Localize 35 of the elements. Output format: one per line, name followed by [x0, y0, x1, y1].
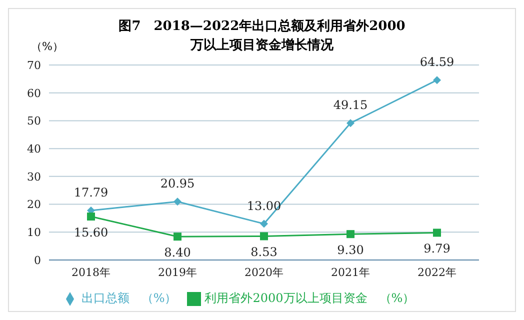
y-tick-label: 10: [27, 226, 41, 240]
data-label: 64.59: [420, 55, 454, 70]
point: [433, 228, 441, 237]
point: [174, 232, 182, 241]
point: [87, 212, 95, 221]
x-tick-label: 2021年: [331, 266, 370, 279]
x-tick-label: 2020年: [244, 266, 284, 279]
data-label: 8.53: [250, 245, 278, 260]
x-tick-label: 2019年: [158, 266, 197, 279]
point: [174, 198, 182, 206]
point: [433, 76, 441, 84]
y-tick-label: 70: [27, 58, 41, 72]
data-label: 49.15: [333, 98, 368, 112]
chart-title: 图7 2018—2022年出口总额及利用省外2000万以上项目资金增长情况: [118, 18, 406, 55]
data-label: 9.79: [424, 242, 450, 256]
point: [346, 230, 354, 238]
point: [260, 232, 268, 240]
data-label: 20.95: [160, 176, 195, 191]
y-axis-title: （%）: [31, 39, 64, 54]
point: [260, 220, 268, 228]
y-tick-label: 30: [27, 170, 41, 184]
y-tick-label: 0: [34, 254, 41, 267]
y-tick-label: 50: [27, 114, 41, 128]
y-tick-label: 20: [27, 198, 41, 212]
y-tick-label: 40: [27, 142, 41, 156]
data-label: 15.60: [74, 226, 108, 240]
x-tick-label: 2018年: [72, 266, 110, 279]
legend-label: 出口总额 （%）: [81, 291, 177, 305]
point: [346, 119, 354, 128]
y-tick-label: 60: [27, 86, 41, 100]
data-label: 9.30: [337, 243, 364, 258]
legend-label: 利用省外2000万以上项目资金 （%）: [204, 291, 415, 305]
x-tick-label: 2022年: [418, 266, 456, 279]
data-label: 8.40: [164, 246, 191, 260]
data-label: 17.79: [74, 185, 108, 200]
